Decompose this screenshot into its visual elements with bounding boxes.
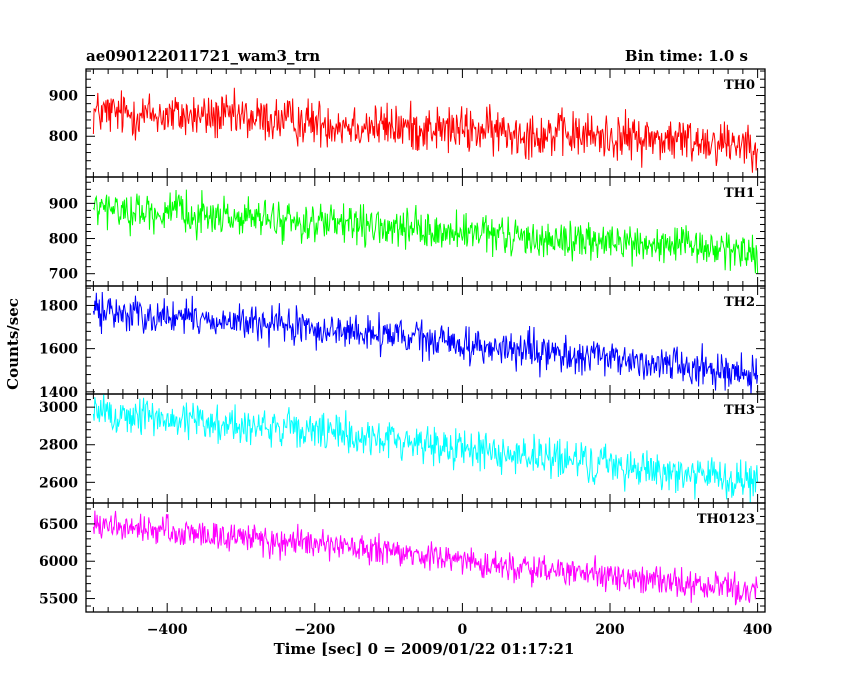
series-th3-trace [92,394,759,503]
series-th1-trace [92,189,759,274]
x-axis-title: Time [sec] 0 = 2009/01/22 01:17:21 [274,640,575,658]
panel-label-th3: TH3 [724,403,755,418]
panel-label-th0123: TH0123 [697,512,755,527]
y-tick-label: 700 [49,267,78,283]
y-axis-title: Counts/sec [4,298,22,390]
series-th0-trace [92,87,759,173]
bin-time-label: Bin time: 1.0 s [625,47,748,65]
panel-th0123: 5500 6000 6500 TH0123 [39,502,766,613]
panel-th2: 1400 1600 1800 TH2 [39,285,766,401]
chart-title: ae090122011721_wam3_trn [86,47,320,65]
y-tick-label: 1800 [39,298,78,314]
x-tick-label: −400 [147,622,188,638]
y-tick-label: 2600 [39,475,78,491]
panel-th3: 2600 2800 3000 TH3 [39,393,766,504]
y-tick-label: 1600 [39,342,78,358]
y-tick-label: 900 [49,196,78,212]
panel-label-th2: TH2 [724,295,755,310]
y-tick-label: 1400 [39,385,78,401]
y-tick-label: 6000 [39,554,78,570]
y-tick-label: 6500 [39,517,78,533]
y-tick-label: 5500 [39,592,78,608]
panel-th0: 800 900 TH0 [49,68,766,178]
x-axis: −400 −200 0 200 400 [147,622,773,638]
x-tick-label: 200 [595,622,624,638]
panel-label-th1: TH1 [724,186,755,201]
panel-th1: 700 800 900 TH1 [49,176,766,287]
series-th0123-trace [92,510,759,606]
x-tick-label: 400 [743,622,772,638]
x-tick-label: −200 [294,622,335,638]
x-tick-label: 0 [458,622,468,638]
y-tick-label: 2800 [39,438,78,454]
panel-label-th0: TH0 [724,78,755,93]
series-th2-trace [92,291,759,394]
y-tick-label: 900 [49,88,78,104]
panel-frame [85,502,766,613]
y-tick-label: 800 [49,129,78,145]
panels: 800 900 TH0 700 800 900 TH1 1400 1600 1800 TH2 2600… [39,68,766,613]
y-tick-label: 3000 [39,400,78,416]
y-tick-label: 800 [49,232,78,248]
